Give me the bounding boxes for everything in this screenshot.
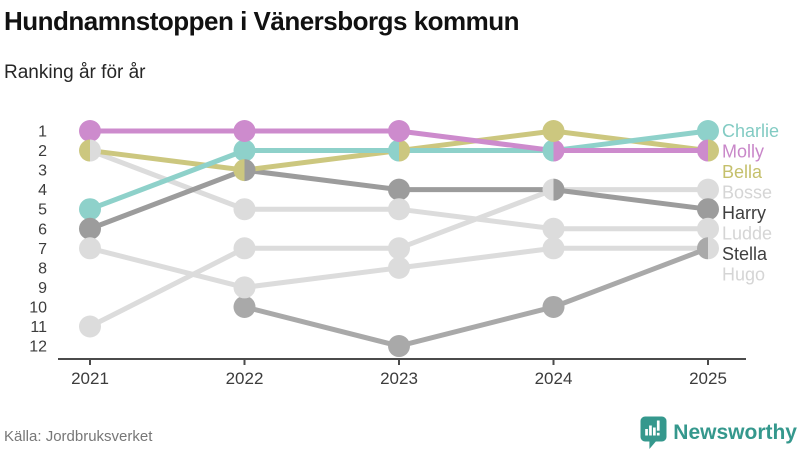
legend-label-ludde: Ludde — [722, 224, 772, 244]
data-point-hugo — [708, 237, 720, 260]
newsworthy-wordmark: Newsworthy — [673, 421, 797, 444]
data-point-bella — [399, 139, 410, 162]
data-point-charlie — [79, 198, 101, 221]
data-point-bosse — [697, 178, 719, 201]
data-point-bosse — [79, 315, 101, 338]
data-point-bosse — [542, 178, 554, 201]
data-point-hugo — [79, 237, 101, 260]
data-point-charlie — [697, 120, 719, 142]
newsworthy-logo: Newsworthy — [640, 416, 797, 450]
data-point-ludde — [388, 198, 410, 221]
data-point-charlie — [388, 139, 399, 162]
x-tick-label: 2024 — [535, 369, 573, 388]
y-tick-label: 4 — [38, 182, 47, 199]
y-tick-label: 1 — [38, 124, 47, 141]
data-point-charlie — [233, 139, 256, 162]
data-point-hugo — [542, 237, 565, 260]
data-point-harry — [388, 178, 410, 201]
data-point-bella — [79, 139, 90, 162]
x-tick-label: 2023 — [380, 369, 418, 388]
data-point-stella — [233, 295, 256, 318]
data-point-stella — [697, 237, 708, 260]
data-point-stella — [542, 295, 565, 318]
data-point-harry — [553, 178, 565, 201]
y-tick-label: 6 — [38, 221, 47, 238]
chart-title: Hundnamnstoppen i Vänersborgs kommun — [4, 6, 520, 36]
data-point-harry — [79, 217, 101, 240]
legend-label-molly: Molly — [722, 142, 764, 162]
data-point-hugo — [388, 256, 410, 279]
data-point-stella — [388, 335, 410, 358]
legend-label-bella: Bella — [722, 162, 763, 182]
series-line-stella — [243, 245, 709, 349]
x-tick-label: 2022 — [226, 369, 264, 388]
data-point-harry — [697, 198, 719, 221]
y-tick-label: 3 — [38, 163, 47, 180]
data-point-molly — [553, 139, 565, 162]
y-tick-label: 2 — [38, 143, 47, 160]
y-tick-label: 8 — [38, 260, 47, 277]
data-point-hugo — [233, 276, 256, 299]
data-point-ludde — [233, 198, 256, 221]
data-point-bella — [708, 139, 720, 162]
data-point-bosse — [388, 237, 410, 260]
legend-label-bosse: Bosse — [722, 183, 772, 203]
source-note: Källa: Jordbruksverket — [4, 428, 153, 445]
data-point-molly — [79, 120, 101, 142]
legend-label-harry: Harry — [722, 203, 766, 223]
data-point-bosse — [233, 237, 256, 260]
y-tick-label: 11 — [30, 319, 47, 336]
newsworthy-bars-icon — [640, 416, 667, 449]
legend-label-hugo: Hugo — [722, 265, 765, 285]
data-point-molly — [233, 120, 256, 142]
data-point-ludde — [90, 139, 101, 162]
legend-label-stella: Stella — [722, 244, 768, 264]
x-tick-label: 2025 — [689, 369, 727, 388]
data-point-charlie — [542, 139, 554, 162]
data-point-ludde — [697, 217, 719, 240]
y-tick-label: 12 — [29, 339, 47, 356]
data-point-harry — [244, 159, 256, 182]
x-tick-label: 2021 — [71, 369, 109, 388]
data-point-molly — [388, 120, 410, 142]
legend-label-charlie: Charlie — [722, 121, 779, 141]
data-point-molly — [697, 139, 708, 162]
data-point-bella — [542, 120, 565, 142]
data-point-bella — [233, 159, 245, 182]
y-tick-label: 10 — [29, 299, 47, 316]
y-tick-label: 5 — [38, 202, 47, 219]
y-tick-label: 9 — [38, 280, 47, 297]
y-tick-label: 7 — [38, 241, 47, 258]
data-point-ludde — [542, 217, 565, 240]
chart-subtitle: Ranking år för år — [4, 62, 146, 83]
